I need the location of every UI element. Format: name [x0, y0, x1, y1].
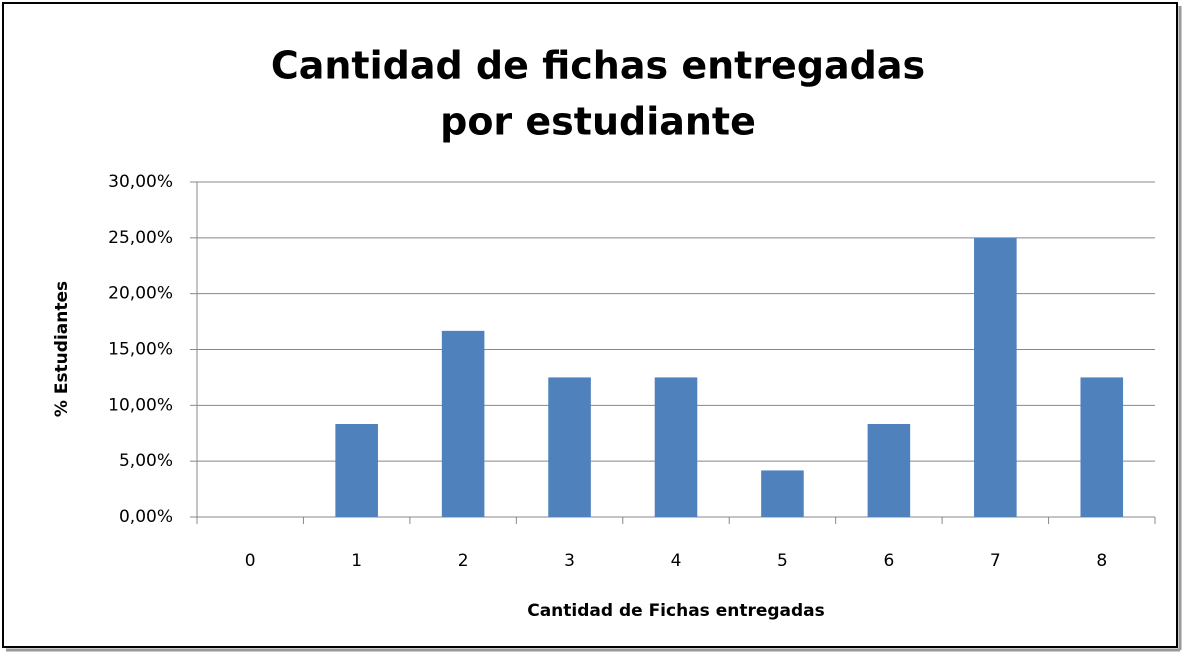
- x-tick-label: 3: [564, 551, 575, 571]
- x-tick-label: 8: [1096, 551, 1107, 571]
- bar: [974, 237, 1017, 518]
- x-tick-label: 0: [245, 551, 256, 571]
- chart-title: por estudiante: [440, 100, 756, 144]
- x-tick-label: 1: [351, 551, 362, 571]
- bar: [761, 470, 804, 517]
- bar: [335, 423, 378, 517]
- y-tick-label: 5,00%: [119, 451, 173, 471]
- y-tick-label: 15,00%: [108, 340, 173, 360]
- y-tick-label: 20,00%: [108, 284, 173, 304]
- y-tick-label: 10,00%: [108, 395, 173, 415]
- y-tick-label: 0,00%: [119, 507, 173, 527]
- x-tick-label: 2: [458, 551, 469, 571]
- y-tick-label: 25,00%: [108, 228, 173, 248]
- bar: [548, 377, 591, 517]
- x-tick-label: 7: [990, 551, 1001, 571]
- chart-title: Cantidad de fichas entregadas: [271, 44, 925, 88]
- x-tick-label: 6: [883, 551, 894, 571]
- bar: [867, 423, 911, 517]
- bar: [441, 330, 485, 517]
- y-tick-label: 30,00%: [108, 172, 173, 192]
- x-tick-label: 4: [671, 551, 682, 571]
- bar: [1080, 377, 1124, 517]
- bar: [654, 377, 698, 517]
- x-tick-label: 5: [777, 551, 788, 571]
- y-axis-label: % Estudiantes: [52, 281, 72, 417]
- x-axis-label: Cantidad de Fichas entregadas: [527, 601, 825, 621]
